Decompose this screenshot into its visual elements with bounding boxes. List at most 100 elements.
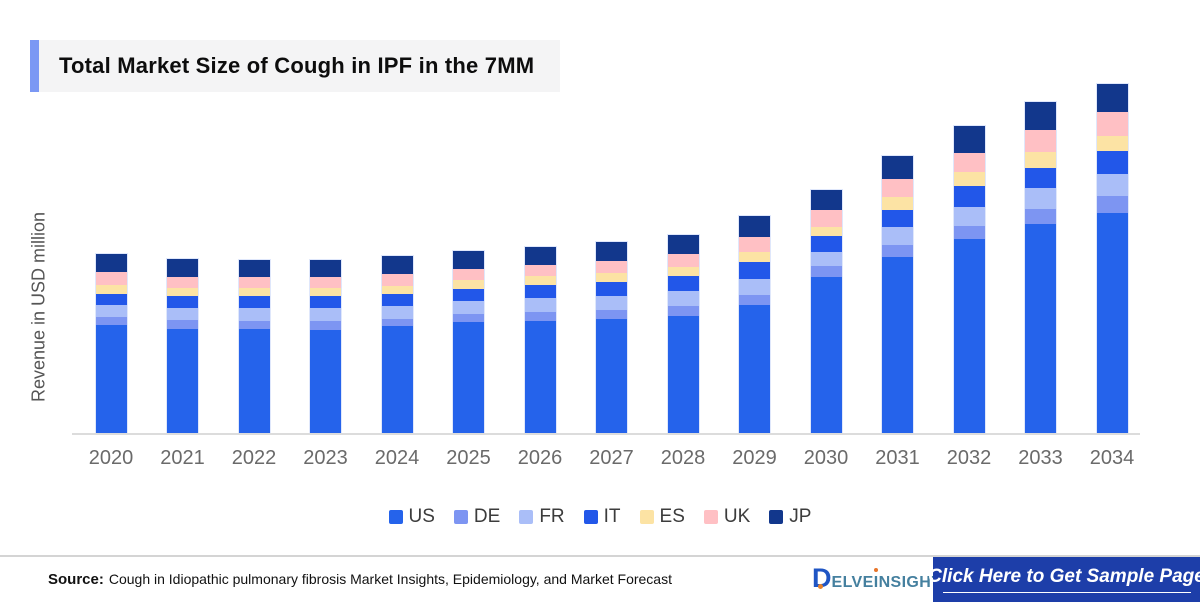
bar-segment-jp-2023[interactable]	[310, 260, 341, 277]
bar-segment-uk-2032[interactable]	[953, 153, 985, 172]
bar-segment-de-2026[interactable]	[524, 312, 556, 321]
bar-segment-us-2029[interactable]	[739, 305, 770, 434]
bar-segment-jp-2029[interactable]	[739, 216, 770, 237]
bar-segment-de-2022[interactable]	[238, 321, 270, 329]
bar-segment-it-2033[interactable]	[1025, 168, 1056, 188]
bar-segment-it-2023[interactable]	[310, 296, 341, 308]
bar-segment-fr-2027[interactable]	[596, 296, 627, 310]
bar-2034[interactable]	[1096, 84, 1128, 434]
bar-segment-us-2023[interactable]	[310, 330, 341, 434]
legend-item-de[interactable]: DE	[453, 506, 500, 528]
delveinsight-logo[interactable]: D ELVEINSIGHT	[812, 565, 941, 592]
bar-segment-es-2027[interactable]	[596, 273, 627, 282]
bar-segment-fr-2029[interactable]	[739, 279, 770, 295]
bar-segment-uk-2027[interactable]	[596, 261, 627, 273]
bar-segment-it-2020[interactable]	[95, 294, 127, 305]
bar-segment-uk-2020[interactable]	[95, 272, 127, 285]
bar-2020[interactable]	[95, 254, 127, 434]
bar-segment-de-2032[interactable]	[953, 226, 985, 239]
legend-item-uk[interactable]: UK	[703, 506, 750, 528]
bar-segment-uk-2024[interactable]	[381, 274, 413, 286]
bar-segment-fr-2028[interactable]	[667, 291, 699, 306]
bar-segment-fr-2034[interactable]	[1096, 174, 1128, 196]
bar-segment-uk-2029[interactable]	[739, 237, 770, 252]
bar-segment-us-2024[interactable]	[381, 326, 413, 434]
bar-segment-jp-2032[interactable]	[953, 126, 985, 153]
get-sample-page-button[interactable]: Click Here to Get Sample Page	[928, 557, 1200, 602]
bar-2032[interactable]	[953, 126, 985, 434]
bar-segment-de-2023[interactable]	[310, 321, 341, 330]
bar-2023[interactable]	[310, 260, 341, 434]
bar-segment-us-2031[interactable]	[882, 257, 913, 434]
bar-segment-it-2027[interactable]	[596, 282, 627, 296]
bar-segment-jp-2020[interactable]	[95, 254, 127, 272]
bar-segment-es-2022[interactable]	[238, 288, 270, 296]
bar-segment-jp-2024[interactable]	[381, 256, 413, 274]
bar-2024[interactable]	[381, 256, 413, 434]
bar-segment-es-2029[interactable]	[739, 252, 770, 262]
bar-segment-jp-2022[interactable]	[238, 260, 270, 277]
bar-2031[interactable]	[882, 156, 913, 434]
bar-segment-es-2030[interactable]	[810, 227, 842, 236]
bar-segment-jp-2028[interactable]	[667, 235, 699, 254]
bar-2027[interactable]	[596, 242, 627, 434]
bar-segment-es-2033[interactable]	[1025, 152, 1056, 168]
bar-segment-fr-2022[interactable]	[238, 308, 270, 321]
bar-2021[interactable]	[167, 259, 198, 434]
bar-2033[interactable]	[1025, 102, 1056, 434]
bar-segment-fr-2023[interactable]	[310, 308, 341, 321]
bar-2029[interactable]	[739, 216, 770, 434]
bar-segment-uk-2025[interactable]	[453, 269, 484, 280]
bar-segment-us-2025[interactable]	[453, 322, 484, 434]
bar-segment-fr-2026[interactable]	[524, 298, 556, 312]
bar-segment-uk-2028[interactable]	[667, 254, 699, 267]
bar-segment-jp-2025[interactable]	[453, 251, 484, 269]
bar-segment-uk-2021[interactable]	[167, 277, 198, 288]
bar-segment-it-2032[interactable]	[953, 186, 985, 207]
bar-segment-jp-2031[interactable]	[882, 156, 913, 179]
bar-segment-us-2030[interactable]	[810, 277, 842, 434]
bar-segment-fr-2021[interactable]	[167, 308, 198, 320]
bar-segment-it-2026[interactable]	[524, 285, 556, 298]
bar-segment-uk-2026[interactable]	[524, 265, 556, 276]
bar-segment-it-2021[interactable]	[167, 296, 198, 308]
bar-segment-us-2032[interactable]	[953, 239, 985, 434]
bar-segment-us-2027[interactable]	[596, 319, 627, 434]
bar-segment-uk-2023[interactable]	[310, 277, 341, 288]
legend-item-fr[interactable]: FR	[519, 506, 565, 528]
bar-segment-jp-2021[interactable]	[167, 259, 198, 277]
bar-segment-fr-2033[interactable]	[1025, 188, 1056, 209]
bar-2026[interactable]	[524, 247, 556, 434]
bar-segment-it-2025[interactable]	[453, 289, 484, 301]
legend-item-jp[interactable]: JP	[769, 506, 811, 528]
bar-2028[interactable]	[667, 235, 699, 434]
bar-segment-uk-2022[interactable]	[238, 277, 270, 288]
bar-segment-us-2021[interactable]	[167, 329, 198, 434]
bar-segment-jp-2033[interactable]	[1025, 102, 1056, 130]
bar-segment-de-2027[interactable]	[596, 310, 627, 319]
bar-segment-es-2026[interactable]	[524, 276, 556, 285]
bar-segment-de-2024[interactable]	[381, 319, 413, 326]
bar-2025[interactable]	[453, 251, 484, 434]
bar-segment-es-2025[interactable]	[453, 280, 484, 289]
bar-2022[interactable]	[238, 260, 270, 434]
bar-segment-jp-2027[interactable]	[596, 242, 627, 261]
bar-segment-uk-2030[interactable]	[810, 210, 842, 227]
bar-segment-es-2020[interactable]	[95, 285, 127, 294]
bar-segment-de-2033[interactable]	[1025, 209, 1056, 224]
bar-segment-fr-2032[interactable]	[953, 207, 985, 226]
bar-segment-jp-2034[interactable]	[1096, 84, 1128, 112]
bar-segment-uk-2034[interactable]	[1096, 112, 1128, 136]
bar-segment-de-2031[interactable]	[882, 245, 913, 257]
bar-segment-es-2023[interactable]	[310, 288, 341, 296]
bar-segment-es-2034[interactable]	[1096, 136, 1128, 151]
bar-segment-jp-2026[interactable]	[524, 247, 556, 265]
bar-segment-it-2028[interactable]	[667, 276, 699, 291]
bar-segment-us-2022[interactable]	[238, 329, 270, 434]
bar-segment-uk-2031[interactable]	[882, 179, 913, 197]
bar-segment-es-2031[interactable]	[882, 197, 913, 210]
bar-segment-it-2024[interactable]	[381, 294, 413, 306]
bar-segment-jp-2030[interactable]	[810, 190, 842, 210]
legend-item-us[interactable]: US	[388, 506, 435, 528]
bar-2030[interactable]	[810, 190, 842, 434]
